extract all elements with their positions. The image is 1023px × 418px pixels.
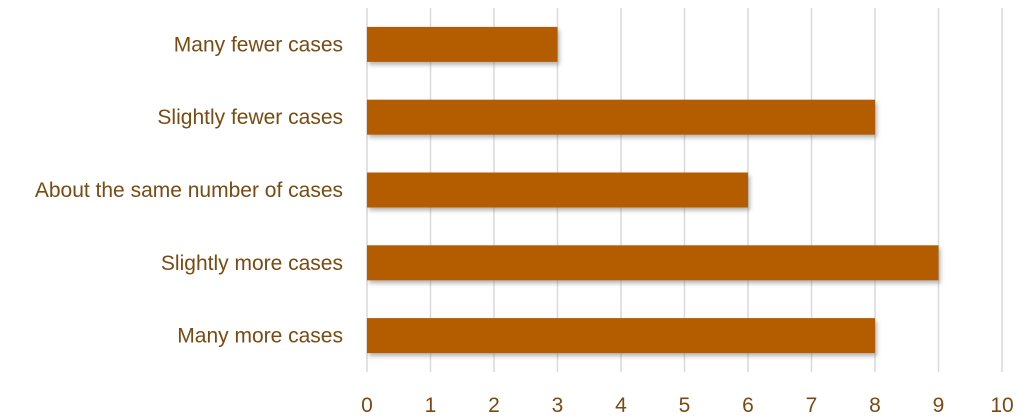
category-label: Slightly more cases	[161, 252, 343, 275]
x-tick-label: 9	[933, 394, 945, 417]
category-label: About the same number of cases	[35, 179, 343, 202]
x-tick-label: 2	[488, 394, 500, 417]
x-tick-label: 1	[425, 394, 437, 417]
bar	[367, 245, 939, 281]
x-tick-label: 6	[742, 394, 754, 417]
category-label: Many more cases	[177, 325, 343, 348]
category-labels: Many fewer cases Slightly fewer cases Abou…	[35, 33, 343, 347]
x-tick-label: 3	[552, 394, 564, 417]
x-tick-label: 7	[806, 394, 818, 417]
x-tick-label: 5	[679, 394, 691, 417]
bar	[367, 172, 748, 208]
bar	[367, 318, 875, 354]
category-label: Many fewer cases	[174, 33, 343, 56]
x-tick-label: 8	[869, 394, 881, 417]
x-tick-label: 10	[990, 394, 1013, 417]
bars	[367, 26, 939, 354]
bar	[367, 99, 875, 135]
x-tick-label: 4	[615, 394, 627, 417]
category-label: Slightly fewer cases	[157, 106, 343, 129]
x-axis-tick-labels: 0 1 2 3 4 5 6 7 8 9 10	[361, 394, 1014, 417]
x-tick-label: 0	[361, 394, 373, 417]
bar	[367, 26, 558, 62]
